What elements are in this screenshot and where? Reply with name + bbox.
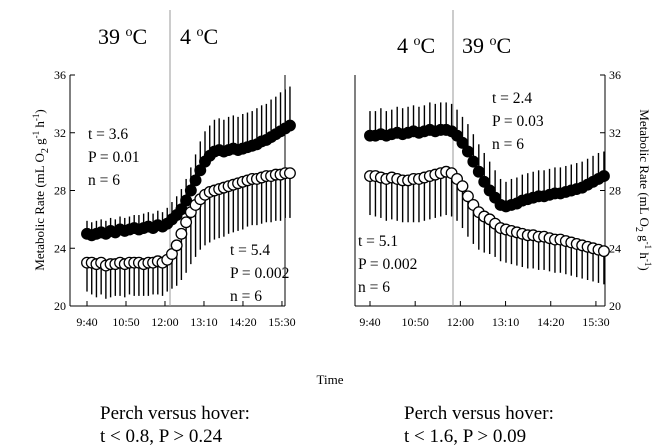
- data-point-open: [597, 245, 610, 258]
- stat-lower-line: t = 5.4: [230, 242, 270, 259]
- data-point-open: [170, 239, 183, 252]
- data-point-open: [175, 227, 188, 240]
- data-point-open: [284, 167, 296, 180]
- data-point-open: [180, 216, 193, 229]
- x-tick-label: 13:10: [190, 315, 217, 329]
- x-tick-label: 15:30: [582, 315, 609, 329]
- x-tick-label: 10:50: [402, 315, 429, 329]
- data-point-open: [456, 180, 469, 193]
- summary-left-line1: Perch versus hover:: [100, 403, 250, 424]
- stat-lower-line: n = 6: [358, 279, 390, 296]
- x-tick-label: 14:20: [537, 315, 564, 329]
- stat-upper-line: t = 3.6: [88, 126, 128, 143]
- stat-lower-line: t = 5.1: [358, 233, 398, 250]
- data-point-filled: [597, 170, 610, 183]
- y-tick-label: 24: [609, 241, 621, 255]
- data-point-filled: [467, 155, 480, 168]
- y-axis-label-right: Metabolic Rate (mL O2 g-1 h-1): [633, 109, 653, 270]
- stat-upper-line: P = 0.03: [492, 113, 544, 130]
- data-point-open: [461, 190, 474, 203]
- stat-upper-line: P = 0.01: [88, 149, 140, 166]
- stat-upper-line: n = 6: [88, 172, 120, 189]
- stat-lower-line: P = 0.002: [230, 265, 289, 282]
- y-tick-label: 20: [54, 299, 66, 313]
- x-axis-label: Time: [317, 372, 344, 387]
- stat-upper-line: t = 2.4: [492, 90, 532, 107]
- summary-right-line1: Perch versus hover:: [404, 403, 554, 424]
- x-tick-label: 10:50: [112, 315, 139, 329]
- stat-upper-line: n = 6: [492, 136, 524, 153]
- data-point-filled: [180, 194, 193, 207]
- x-tick-label: 14:20: [229, 315, 256, 329]
- x-tick-label: 13:10: [492, 315, 519, 329]
- y-axis-label-left: Metabolic Rate (mL O2 g-1 h-1): [31, 109, 51, 270]
- condition-label-after: 39 oC: [462, 33, 511, 58]
- y-tick-label: 24: [54, 241, 66, 255]
- y-tick-label: 32: [609, 126, 621, 140]
- data-point-filled: [461, 145, 474, 158]
- condition-label-after: 4 oC: [180, 24, 218, 49]
- y-tick-label: 32: [54, 126, 66, 140]
- y-tick-label: 28: [609, 184, 621, 198]
- x-tick-label: 9:40: [76, 315, 97, 329]
- y-tick-label: 20: [609, 299, 621, 313]
- condition-label-before: 39 oC: [98, 24, 147, 49]
- condition-label-before: 4 oC: [397, 33, 435, 58]
- data-point-filled: [456, 136, 469, 149]
- data-point-filled: [189, 174, 202, 187]
- summary-right-line2: t < 1.6, P > 0.09: [404, 426, 526, 445]
- x-tick-label: 15:30: [268, 315, 295, 329]
- summary-left-line2: t < 0.8, P > 0.24: [100, 426, 223, 445]
- y-tick-label: 28: [54, 184, 66, 198]
- data-point-filled: [184, 184, 197, 197]
- data-point-filled: [478, 175, 491, 188]
- x-tick-label: 9:40: [359, 315, 380, 329]
- right-panel: 36 32 28 24 20 9:40 10:50 12:00 13:10 14:20 15:30 4…: [354, 10, 621, 329]
- stat-lower-line: n = 6: [230, 288, 262, 305]
- x-tick-label: 12:00: [151, 315, 178, 329]
- left-panel: 36 32 28 24 20 9:40 10:50 12:00 13:10 14:20 15:30 3…: [54, 10, 296, 329]
- x-tick-label: 12:00: [447, 315, 474, 329]
- data-point-filled: [472, 165, 485, 178]
- data-point-filled: [284, 119, 296, 132]
- y-tick-label: 36: [609, 68, 621, 82]
- y-tick-label: 36: [54, 68, 66, 82]
- stat-lower-line: P = 0.002: [358, 256, 417, 273]
